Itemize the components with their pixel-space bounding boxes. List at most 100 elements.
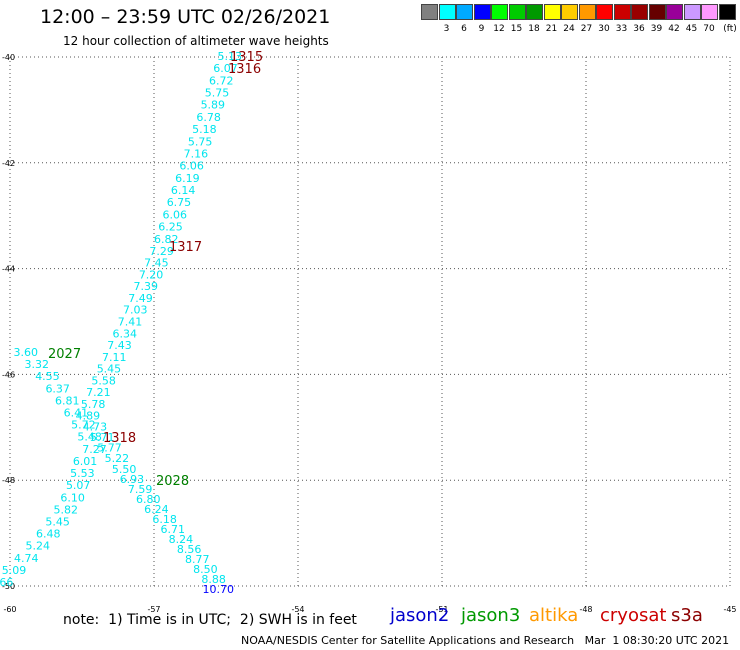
wave-height-value: 5.45 [97,363,122,376]
satellite-legend-item: cryosat [600,605,667,626]
wave-height-value: 4.73 [83,420,108,433]
wave-height-value: 4.74 [14,552,39,565]
wave-height-value: 8.77 [185,553,210,566]
legend-label: 45 [685,24,698,34]
wave-height-value: 8.50 [193,563,218,576]
legend-label: 18 [528,24,540,34]
wave-height-value: 5.66 [0,576,13,589]
wave-height-value: 6.07 [213,62,238,75]
legend-unit: (ft) [723,24,737,34]
wave-height-value: 8.88 [201,573,226,586]
wave-height-value: 5.53 [70,467,95,480]
wave-height-value: 5.50 [112,463,137,476]
wave-height-value: 3.32 [24,358,49,371]
legend-label: 70 [703,24,715,34]
wave-height-value: 5.13 [218,50,243,63]
wave-height-value: 7.49 [128,292,153,305]
legend-swatch [508,4,526,20]
legend-swatch [543,4,561,20]
legend-label: 39 [650,24,663,34]
wave-height-value: 5.22 [105,452,130,465]
wave-height-value: 6.41 [64,407,89,420]
legend-swatch [526,4,543,20]
legend-label: 9 [478,24,485,34]
legend-label: 36 [633,24,645,34]
wave-height-value: 6.18 [152,513,177,526]
wave-height-value: 5.72 [71,419,96,432]
wave-height-value: 6.75 [167,196,192,209]
wave-height-value: 5.48 [77,431,102,444]
wave-height-value: 7.45 [144,257,169,270]
wave-height-value: 5.75 [205,87,230,100]
wave-height-value: 6.06 [162,208,187,221]
satellite-legend-item: jason3 [461,605,521,626]
legend-swatch [631,4,648,20]
legend-swatch [421,4,438,20]
wave-height-value: 6.24 [144,503,169,516]
wave-height-value: 5.24 [25,540,50,553]
map-subtitle: 12 hour collection of altimeter wave hei… [63,34,329,48]
lon-tick-label: -51 [435,605,448,614]
legend-swatch [578,4,596,20]
legend-label: 6 [461,24,467,34]
legend-swatch [438,4,456,20]
wave-height-value: 4.55 [35,370,60,383]
wave-height-value: 6.01 [73,455,98,468]
wave-height-value: 5.75 [188,135,213,148]
legend-label: 15 [510,24,523,34]
legend-label: 33 [615,24,628,34]
legend-swatch [718,4,736,20]
pass-label: 1318 [103,431,136,446]
legend-swatch [596,4,613,20]
lat-tick-label: -50 [2,582,15,591]
wave-height-value: 6.19 [175,172,200,185]
lat-tick-label: -42 [2,159,15,168]
lat-tick-label: -48 [2,476,15,485]
wave-height-value: 4.89 [76,410,101,423]
wave-height-value: 7.03 [123,304,148,317]
satellite-legend-item: s3a [671,605,703,626]
wave-height-value: 7.43 [107,339,132,352]
wave-height-value: 6.06 [179,160,204,173]
wave-height-value: 6.81 [55,394,80,407]
footer-note: note: 1) Time is in UTC; 2) SWH is in fe… [63,612,357,628]
wave-height-value: 6.82 [154,233,179,246]
legend-label: 42 [668,24,680,34]
wave-height-value: 6.78 [196,111,221,124]
wave-height-value: 5.18 [192,123,217,136]
legend-swatch [666,4,683,20]
legend-label: 27 [580,24,593,34]
legend-label: 21 [545,24,558,34]
wave-height-value: 6.25 [158,221,183,234]
satellite-legend-item: altika [529,605,579,626]
wave-height-value: 7.16 [184,147,209,160]
legend-label: 3 [443,24,450,34]
wave-height-values: 5.136.076.725.755.896.785.185.757.166.06… [0,50,263,596]
wave-height-value: 7.27 [82,443,107,456]
legend-swatch [561,4,578,20]
pass-label: 1316 [228,62,261,77]
wave-height-value: 5.82 [54,503,79,516]
wave-height-value: 6.37 [45,382,70,395]
lon-tick-label: -45 [723,605,736,614]
wave-height-value: 5.77 [97,442,122,455]
satellite-legend-item: jason2 [390,605,450,626]
legend-label: 12 [493,24,505,34]
wave-height-value: 7.39 [134,280,159,293]
wave-height-value: 5.78 [81,398,106,411]
wave-height-value: 6.34 [112,327,137,340]
legend-swatch [701,4,718,20]
lat-tick-label: -40 [2,53,15,62]
wave-height-value: 6.14 [171,184,196,197]
lat-lon-grid [9,56,731,587]
wave-height-value: 8.24 [169,533,194,546]
wave-height-value: 7.11 [102,351,127,364]
legend-swatch [648,4,666,20]
legend-swatch [491,4,508,20]
wave-height-value: 5.58 [91,374,116,387]
wave-height-value: 5.07 [66,479,91,492]
wave-height-value: 7.41 [118,315,143,328]
wave-height-value: 8.56 [177,543,202,556]
legend-swatch [613,4,631,20]
